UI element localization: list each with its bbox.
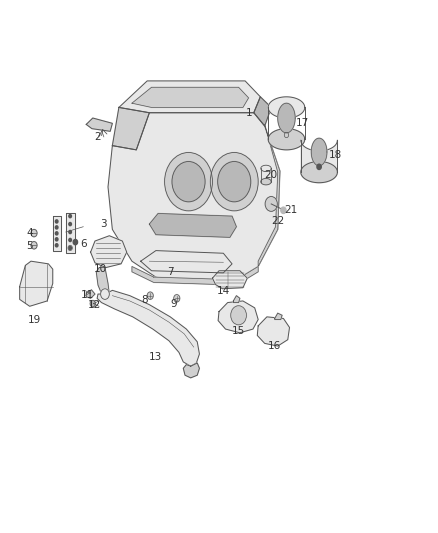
Polygon shape xyxy=(132,266,258,285)
Text: 21: 21 xyxy=(284,205,297,215)
Text: 5: 5 xyxy=(26,241,33,252)
Polygon shape xyxy=(268,97,305,118)
Text: 1: 1 xyxy=(246,108,253,118)
Circle shape xyxy=(90,301,95,307)
Polygon shape xyxy=(301,140,337,183)
Polygon shape xyxy=(278,103,295,133)
Polygon shape xyxy=(257,317,290,346)
Text: 7: 7 xyxy=(167,267,173,277)
Text: 17: 17 xyxy=(296,118,309,128)
Polygon shape xyxy=(275,313,282,319)
Circle shape xyxy=(55,244,58,247)
Text: 3: 3 xyxy=(100,219,107,229)
Text: 10: 10 xyxy=(94,264,107,274)
Circle shape xyxy=(265,197,277,212)
Text: 4: 4 xyxy=(26,228,33,238)
Circle shape xyxy=(218,161,251,202)
Polygon shape xyxy=(258,124,280,266)
Text: 12: 12 xyxy=(88,300,101,310)
Polygon shape xyxy=(20,261,53,306)
Circle shape xyxy=(172,161,205,202)
Polygon shape xyxy=(268,128,305,150)
Polygon shape xyxy=(119,81,260,113)
Polygon shape xyxy=(218,301,258,333)
Text: 15: 15 xyxy=(232,326,245,336)
Circle shape xyxy=(69,230,71,233)
Text: 2: 2 xyxy=(94,132,100,142)
Text: 13: 13 xyxy=(149,352,162,361)
Circle shape xyxy=(69,238,71,241)
Circle shape xyxy=(174,295,180,302)
Circle shape xyxy=(55,220,58,223)
Circle shape xyxy=(165,152,212,211)
Polygon shape xyxy=(141,251,232,273)
Circle shape xyxy=(69,246,71,249)
Polygon shape xyxy=(96,268,110,296)
Polygon shape xyxy=(53,216,60,251)
Text: 22: 22 xyxy=(271,216,284,227)
Polygon shape xyxy=(91,236,127,268)
Polygon shape xyxy=(254,97,271,126)
Polygon shape xyxy=(184,363,199,378)
Text: 11: 11 xyxy=(81,289,94,300)
Polygon shape xyxy=(233,296,240,303)
Polygon shape xyxy=(212,271,247,289)
Polygon shape xyxy=(66,214,74,253)
Polygon shape xyxy=(86,290,95,298)
Circle shape xyxy=(317,164,321,169)
Circle shape xyxy=(281,207,286,214)
Circle shape xyxy=(101,289,110,300)
Circle shape xyxy=(31,229,37,237)
Text: 16: 16 xyxy=(268,341,281,351)
Polygon shape xyxy=(113,108,149,150)
Text: 19: 19 xyxy=(28,314,41,325)
Circle shape xyxy=(55,226,58,229)
Polygon shape xyxy=(97,290,199,366)
Polygon shape xyxy=(261,179,271,185)
Text: 18: 18 xyxy=(329,150,342,160)
Text: 9: 9 xyxy=(170,298,177,309)
Polygon shape xyxy=(86,118,113,131)
Polygon shape xyxy=(261,165,271,172)
Polygon shape xyxy=(311,138,327,166)
Circle shape xyxy=(55,238,58,241)
Circle shape xyxy=(231,306,247,325)
Circle shape xyxy=(73,239,78,245)
Circle shape xyxy=(210,152,258,211)
Text: 8: 8 xyxy=(142,295,148,305)
Text: 6: 6 xyxy=(80,239,87,249)
Circle shape xyxy=(147,292,153,300)
Text: 20: 20 xyxy=(265,171,278,180)
Circle shape xyxy=(31,241,37,249)
Polygon shape xyxy=(301,161,337,183)
Circle shape xyxy=(69,222,71,225)
Circle shape xyxy=(55,232,58,235)
Polygon shape xyxy=(108,113,280,284)
Polygon shape xyxy=(149,214,237,237)
Polygon shape xyxy=(132,87,249,108)
Text: 14: 14 xyxy=(217,286,230,296)
Circle shape xyxy=(69,215,71,217)
